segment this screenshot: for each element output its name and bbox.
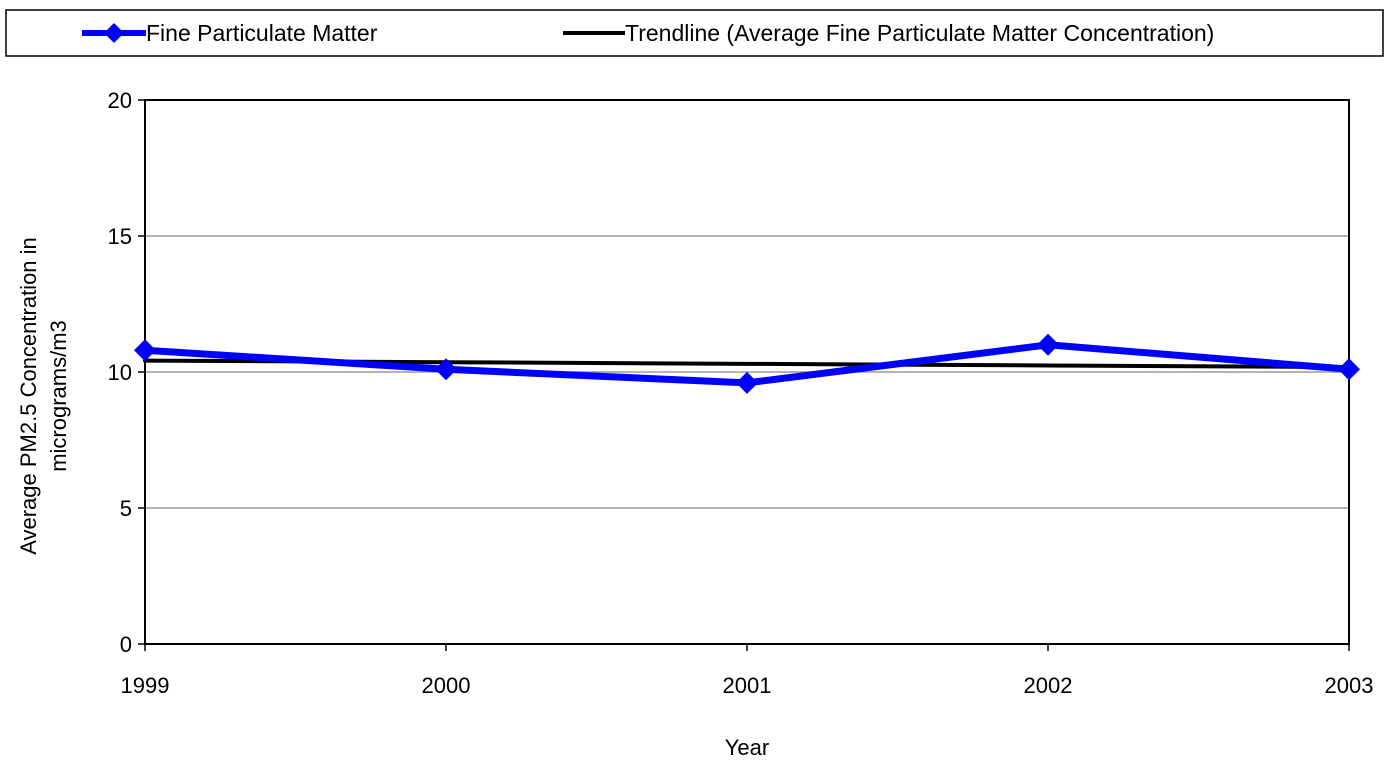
x-axis-title: Year xyxy=(725,735,769,760)
data-point-2003 xyxy=(1338,358,1360,381)
y-axis: 0 5 10 15 20 xyxy=(108,88,145,657)
x-tick-label: 2003 xyxy=(1325,673,1374,698)
y-axis-title: Average PM2.5 Concentration in microgram… xyxy=(16,237,71,555)
x-tick-label: 2002 xyxy=(1024,673,1073,698)
y-tick-label: 5 xyxy=(120,496,132,521)
data-point-2002 xyxy=(1037,333,1059,356)
y-tick-label: 15 xyxy=(108,224,132,249)
legend-item-fine-particulate: Fine Particulate Matter xyxy=(82,20,378,46)
data-point-1999 xyxy=(134,339,156,362)
legend-label-trendline: Trendline (Average Fine Particulate Matt… xyxy=(625,20,1214,46)
data-point-2000 xyxy=(435,358,457,381)
y-tick-label: 20 xyxy=(108,88,132,113)
x-tick-label: 2001 xyxy=(723,673,772,698)
x-tick-label: 2000 xyxy=(422,673,471,698)
legend-item-trendline: Trendline (Average Fine Particulate Matt… xyxy=(563,20,1214,46)
y-tick-label: 10 xyxy=(108,360,132,385)
x-axis: 1999 2000 2001 2002 2003 xyxy=(121,644,1374,698)
legend-label-fine-particulate: Fine Particulate Matter xyxy=(146,20,378,46)
y-tick-label: 0 xyxy=(120,632,132,657)
series-layer xyxy=(134,333,1360,394)
legend: Fine Particulate Matter Trendline (Avera… xyxy=(5,9,1384,57)
y-axis-title-line-1: Average PM2.5 Concentration in xyxy=(16,237,41,555)
legend-box xyxy=(5,9,1384,57)
y-axis-title-line-2: micrograms/m3 xyxy=(46,320,71,472)
legend-swatch-marker-fine-particulate xyxy=(104,23,124,43)
x-tick-label: 1999 xyxy=(121,673,170,698)
data-point-2001 xyxy=(736,371,758,394)
